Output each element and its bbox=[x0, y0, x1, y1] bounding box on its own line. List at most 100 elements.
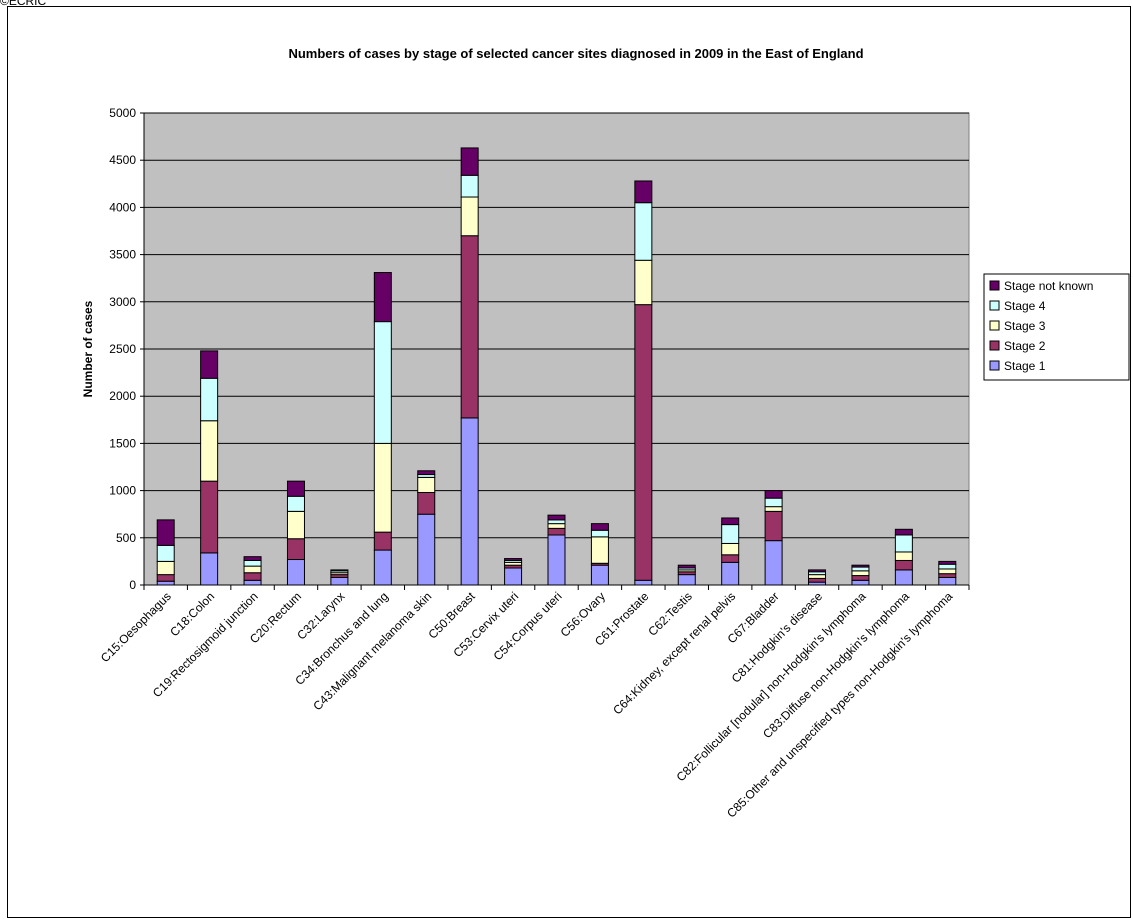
bar-segment-stage-not-known bbox=[156, 519, 175, 546]
bar-segment-stage-3 bbox=[808, 574, 827, 579]
x-axis: C15:OesophagusC18:ColonC19:Rectosigmoid … bbox=[98, 584, 970, 821]
legend-swatch bbox=[989, 280, 1000, 291]
bar-segment-stage-3 bbox=[851, 570, 870, 577]
bar-segment-stage-1 bbox=[417, 513, 436, 586]
bars-group bbox=[156, 147, 957, 586]
bar-segment-stage-2 bbox=[243, 572, 262, 581]
bar-segment-stage-1 bbox=[938, 576, 957, 586]
bar-segment-stage-2 bbox=[808, 577, 827, 583]
bar-segment-stage-not-known bbox=[677, 564, 696, 569]
bar-segment-stage-2 bbox=[200, 480, 219, 554]
copyright-text: ©ECRIC bbox=[0, 0, 47, 8]
y-tick-label: 0 bbox=[129, 578, 136, 592]
x-tick-label: C15:Oesophagus bbox=[98, 589, 174, 665]
bar-segment-stage-4 bbox=[851, 566, 870, 572]
bar-segment-stage-not-known bbox=[243, 556, 262, 561]
bar-segment-stage-4 bbox=[547, 519, 566, 525]
bar-segment-stage-not-known bbox=[460, 147, 479, 176]
legend-swatch bbox=[989, 300, 1000, 311]
y-tick-label: 1000 bbox=[109, 484, 136, 498]
y-tick-label: 4000 bbox=[109, 200, 136, 214]
bar-segment-stage-4 bbox=[764, 497, 783, 508]
y-tick-label: 2500 bbox=[109, 342, 136, 356]
legend-label: Stage 2 bbox=[1004, 339, 1046, 353]
y-tick-label: 3500 bbox=[109, 248, 136, 262]
bar-segment-stage-not-known bbox=[590, 523, 609, 531]
bar-segment-stage-3 bbox=[938, 568, 957, 575]
bar-segment-stage-3 bbox=[590, 536, 609, 564]
bar-segment-stage-1 bbox=[243, 579, 262, 586]
bar-segment-stage-not-known bbox=[504, 558, 523, 561]
bar-segment-stage-2 bbox=[764, 510, 783, 542]
bar-segment-stage-3 bbox=[156, 560, 175, 576]
gridlines bbox=[144, 112, 969, 539]
y-axis: 0 500 1000 1500 2000 2500 3000 3500 4000 4500 5000 bbox=[109, 106, 145, 592]
bar-segment-stage-not-known bbox=[373, 272, 392, 323]
bar-segment-stage-not-known bbox=[764, 490, 783, 499]
bar-segment-stage-not-known bbox=[721, 517, 740, 526]
bar-segment-stage-2 bbox=[851, 575, 870, 581]
bar-segment-stage-4 bbox=[243, 559, 262, 567]
bar-segment-stage-2 bbox=[286, 538, 305, 561]
legend-swatch bbox=[989, 360, 1000, 371]
bar-segment-stage-4 bbox=[373, 321, 392, 444]
bar-segment-stage-2 bbox=[721, 554, 740, 563]
bar-segment-stage-1 bbox=[851, 579, 870, 586]
bar-segment-stage-1 bbox=[590, 564, 609, 586]
bar-segment-stage-1 bbox=[721, 561, 740, 586]
legend-label: Stage 4 bbox=[1004, 299, 1046, 313]
legend-label: Stage not known bbox=[1004, 279, 1093, 293]
bar-segment-stage-3 bbox=[764, 506, 783, 512]
legend-swatch bbox=[989, 320, 1000, 331]
bar-segment-stage-4 bbox=[634, 202, 653, 261]
bar-segment-stage-not-known bbox=[330, 569, 349, 572]
chart-title: Numbers of cases by stage of selected ca… bbox=[288, 46, 863, 61]
bar-segment-stage-not-known bbox=[417, 470, 436, 476]
bar-segment-stage-not-known bbox=[851, 564, 870, 568]
bar-segment-stage-3 bbox=[286, 510, 305, 540]
bar-segment-stage-not-known bbox=[894, 528, 913, 536]
bar-segment-stage-2 bbox=[156, 574, 175, 582]
legend-box bbox=[983, 273, 1130, 381]
bar-segment-stage-3 bbox=[417, 476, 436, 493]
bar-segment-stage-not-known bbox=[938, 560, 957, 565]
bar-segment-stage-1 bbox=[504, 567, 523, 586]
bar-segment-stage-not-known bbox=[286, 480, 305, 497]
y-axis-label: Number of cases bbox=[81, 300, 95, 397]
bar-segment-stage-4 bbox=[156, 544, 175, 562]
y-tick-label: 4500 bbox=[109, 153, 136, 167]
bar-segment-stage-2 bbox=[634, 304, 653, 581]
bar-segment-stage-4 bbox=[460, 174, 479, 198]
bar-segment-stage-3 bbox=[721, 542, 740, 556]
bar-segment-stage-1 bbox=[200, 552, 219, 586]
bar-segment-stage-4 bbox=[938, 563, 957, 570]
bar-segment-stage-1 bbox=[330, 576, 349, 586]
bar-segment-stage-1 bbox=[677, 574, 696, 586]
bar-segment-stage-1 bbox=[373, 549, 392, 586]
y-tick-label: 1500 bbox=[109, 436, 136, 450]
bar-segment-stage-1 bbox=[156, 580, 175, 586]
bar-segment-stage-not-known bbox=[200, 350, 219, 379]
y-tick-label: 5000 bbox=[109, 106, 136, 120]
bar-segment-stage-3 bbox=[243, 565, 262, 574]
legend-label: Stage 1 bbox=[1004, 359, 1046, 373]
bar-segment-stage-2 bbox=[373, 531, 392, 551]
bar-segment-stage-2 bbox=[894, 559, 913, 571]
bar-segment-stage-4 bbox=[590, 529, 609, 538]
bar-segment-stage-4 bbox=[721, 524, 740, 544]
bar-segment-stage-not-known bbox=[808, 569, 827, 573]
legend: Stage not known Stage 4 Stage 3 Stage 2 Stag… bbox=[983, 273, 1130, 381]
bar-segment-stage-3 bbox=[373, 442, 392, 533]
bar-segment-stage-not-known bbox=[634, 180, 653, 204]
bar-segment-stage-2 bbox=[938, 573, 957, 578]
bar-segment-stage-2 bbox=[460, 235, 479, 419]
bar-segment-stage-4 bbox=[894, 534, 913, 553]
bar-segment-stage-1 bbox=[460, 417, 479, 586]
bar-segment-stage-1 bbox=[634, 579, 653, 586]
bar-segment-stage-3 bbox=[547, 523, 566, 529]
legend-label: Stage 3 bbox=[1004, 319, 1046, 333]
bar-segment-stage-2 bbox=[547, 527, 566, 536]
legend-swatch bbox=[989, 340, 1000, 351]
bar-segment-stage-1 bbox=[894, 569, 913, 586]
